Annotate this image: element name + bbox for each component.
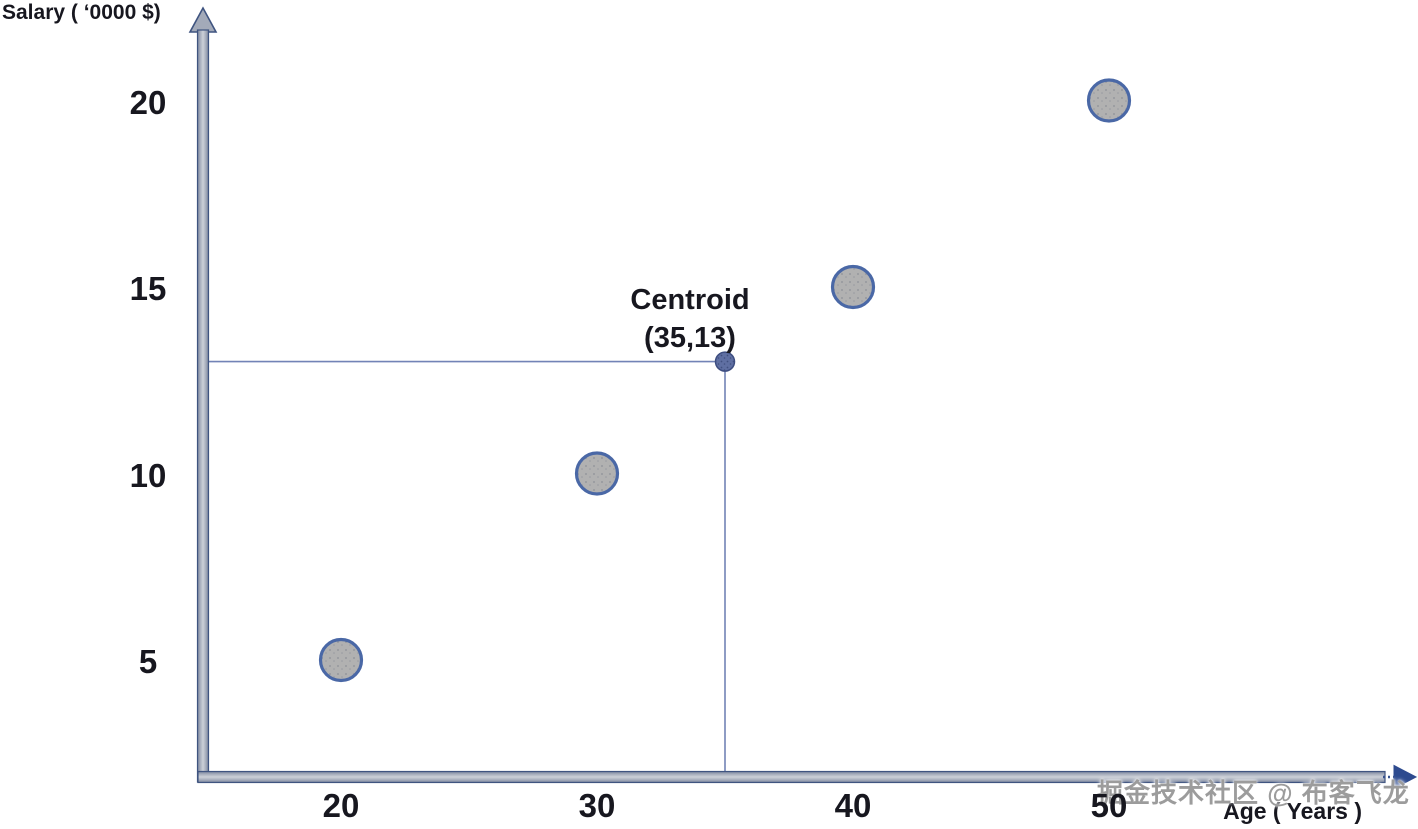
- y-tick-label: 10: [129, 456, 167, 494]
- centroid-guide-lines: [208, 360, 726, 771]
- data-point: [830, 264, 876, 310]
- y-tick-label: 20: [129, 83, 167, 121]
- data-point: [574, 451, 620, 496]
- y-tick-label: 5: [138, 643, 158, 680]
- y-tick-label: 15: [129, 270, 167, 307]
- centroid-label-coords: (35,13): [644, 322, 736, 354]
- y-axis-arrow-icon: [188, 6, 218, 33]
- y-axis-title: Salary ( ‘0000 $): [2, 1, 161, 24]
- data-point: [318, 637, 364, 683]
- x-tick-label: 30: [578, 787, 616, 824]
- x-tick-label: 40: [834, 787, 872, 824]
- x-axis-title: Age ( Years ): [1223, 798, 1362, 824]
- x-tick-label: 20: [322, 787, 360, 824]
- x-axis-arrow-icon: [1393, 764, 1418, 790]
- data-point: [1086, 78, 1132, 123]
- centroid-label-title: Centroid: [630, 284, 750, 316]
- data-points: [318, 78, 1132, 683]
- x-tick-label: 50: [1090, 787, 1128, 824]
- centroid-label: Centroid (35,13): [555, 281, 825, 357]
- watermark: 掘金技术社区 @ 布客飞龙: [1097, 778, 1410, 808]
- axes: [188, 6, 1418, 790]
- centroid-point: [714, 351, 736, 372]
